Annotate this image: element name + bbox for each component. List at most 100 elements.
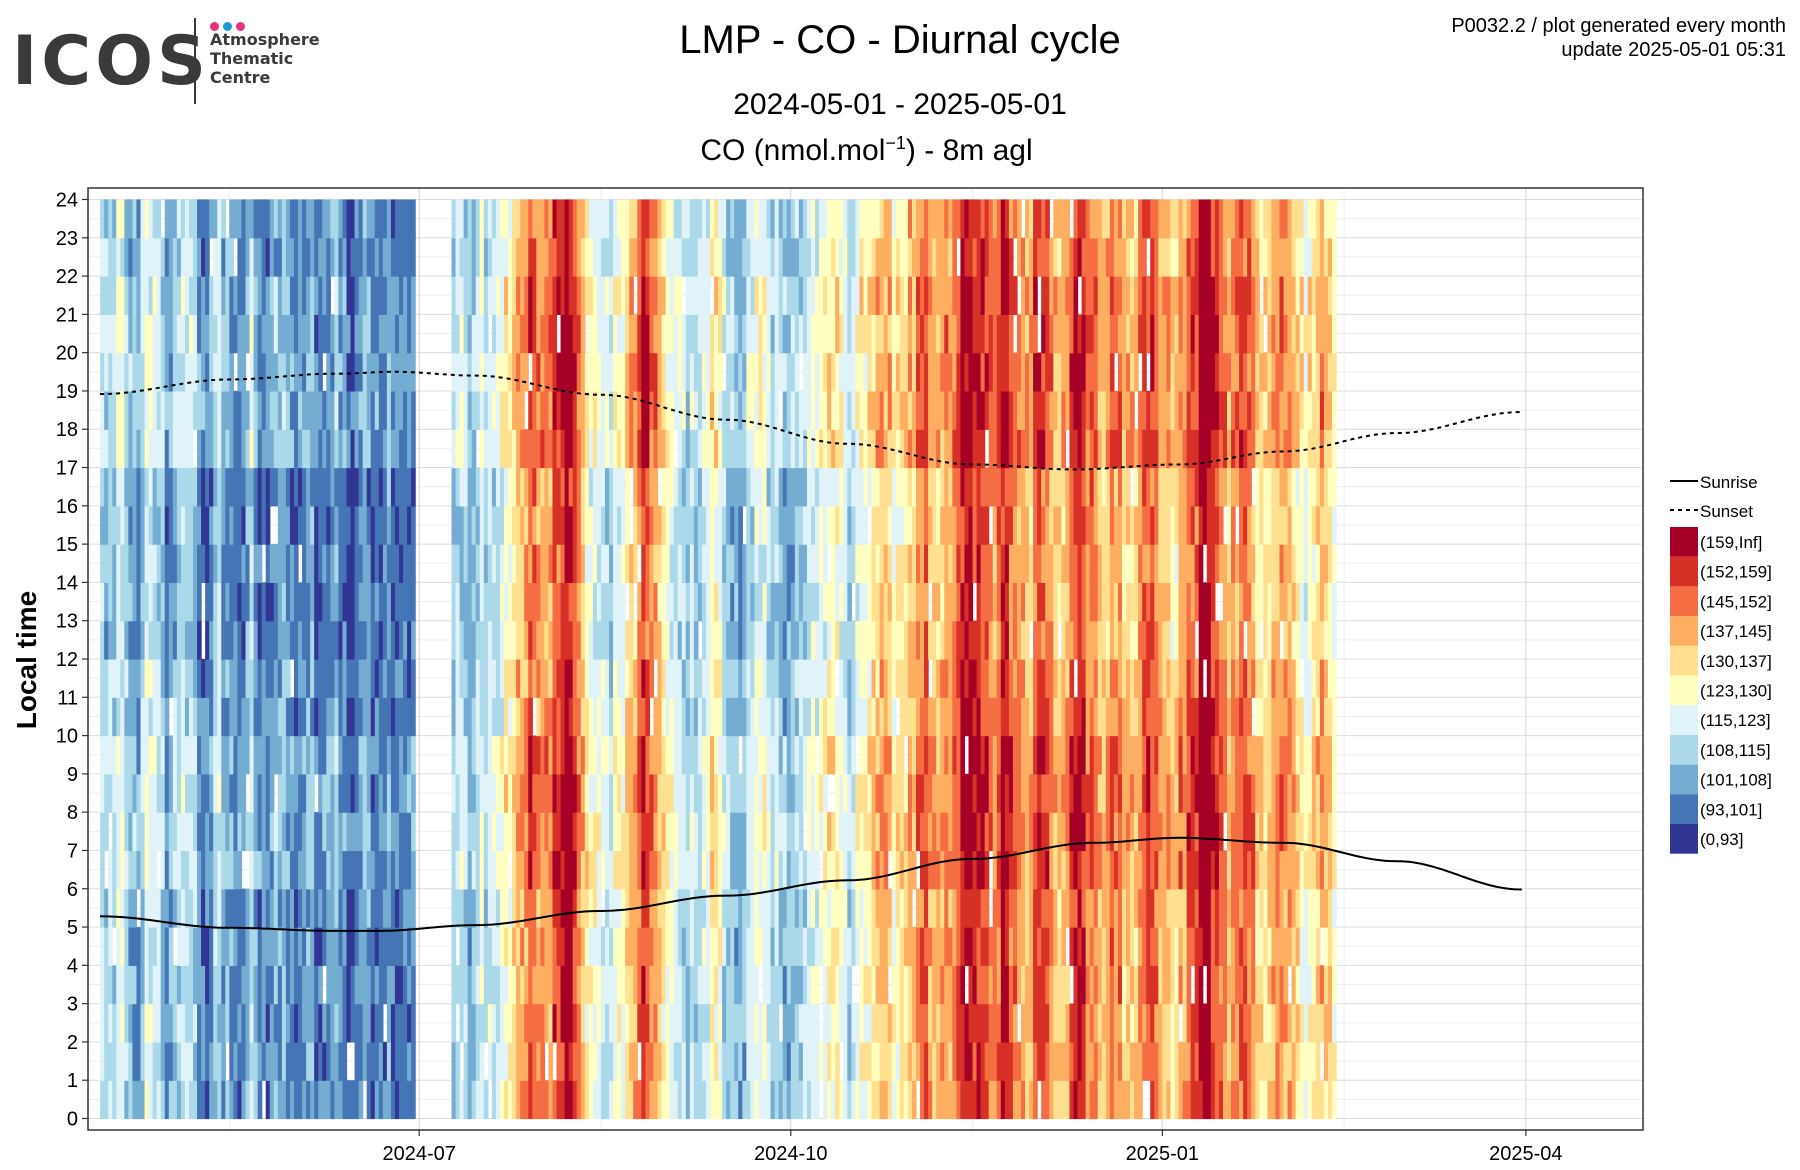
heatmap-cell: [746, 1080, 751, 1120]
heatmap-cell: [714, 467, 719, 507]
heatmap-cell: [298, 1041, 303, 1081]
heatmap-cell: [641, 697, 646, 737]
heatmap-cell: [827, 659, 832, 698]
heatmap-cell: [798, 927, 804, 966]
heatmap-cell: [855, 1080, 861, 1120]
heatmap-cell: [714, 352, 719, 392]
heatmap-cell: [564, 1041, 570, 1081]
heatmap-cell: [144, 467, 150, 507]
heatmap-cell: [641, 888, 646, 928]
heatmap-cell: [471, 237, 477, 277]
heatmap-cell: [132, 544, 138, 584]
heatmap-cell: [560, 1003, 566, 1043]
heatmap-cell: [508, 812, 513, 852]
heatmap-cell: [629, 390, 634, 430]
heatmap-cell: [653, 429, 659, 469]
heatmap-cell: [475, 850, 481, 890]
heatmap-cell: [770, 888, 776, 928]
heatmap-cell: [293, 467, 299, 507]
heatmap-cell: [245, 237, 251, 277]
heatmap-cell: [580, 620, 586, 660]
heatmap-cell: [451, 1003, 457, 1043]
heatmap-cell: [875, 276, 881, 315]
heatmap-cell: [782, 850, 788, 890]
heatmap-cell: [960, 812, 966, 852]
heatmap-cell: [891, 352, 897, 392]
heatmap-cell: [362, 850, 368, 890]
heatmap-cell: [758, 812, 764, 852]
heatmap-cell: [592, 314, 598, 354]
heatmap-cell: [617, 199, 622, 239]
heatmap-cell: [762, 505, 768, 545]
heatmap-cell: [621, 390, 626, 430]
heatmap-cell: [374, 1041, 380, 1081]
heatmap-cell: [289, 467, 295, 507]
heatmap-cell: [956, 314, 962, 354]
heatmap-cell: [168, 314, 174, 354]
heatmap-cell: [302, 659, 307, 698]
heatmap-cell: [863, 352, 869, 392]
heatmap-cell: [766, 1041, 772, 1081]
heatmap-cell: [786, 237, 792, 277]
heatmap-cell: [310, 620, 315, 660]
heatmap-cell: [197, 390, 202, 430]
heatmap-cell: [576, 735, 582, 775]
heatmap-cell: [293, 1080, 299, 1120]
heatmap-cell: [750, 927, 756, 966]
heatmap-cell: [693, 429, 699, 469]
heatmap-cell: [810, 850, 816, 890]
heatmap-cell: [366, 697, 372, 737]
heatmap-cell: [976, 276, 982, 315]
heatmap-cell: [330, 390, 335, 430]
heatmap-cell: [382, 773, 388, 813]
heatmap-cell: [362, 199, 368, 239]
heatmap-cell: [390, 773, 396, 813]
heatmap-cell: [544, 199, 550, 239]
heatmap-cell: [491, 314, 497, 354]
heatmap-cell: [508, 620, 513, 660]
heatmap-cell: [176, 927, 182, 966]
heatmap-cell: [693, 659, 699, 698]
heatmap-cell: [940, 429, 945, 469]
heatmap-cell: [221, 276, 226, 315]
heatmap-cell: [213, 812, 218, 852]
heatmap-cell: [673, 965, 679, 1005]
heatmap-cell: [863, 276, 869, 315]
heatmap-cell: [786, 927, 792, 966]
heatmap-cell: [100, 276, 105, 315]
heatmap-cell: [592, 199, 598, 239]
heatmap-cell: [592, 544, 598, 584]
heatmap-cell: [378, 390, 384, 430]
heatmap-cell: [600, 314, 606, 354]
heatmap-cell: [237, 429, 243, 469]
heatmap-cell: [265, 199, 271, 239]
heatmap-cell: [225, 352, 230, 392]
heatmap-cell: [806, 659, 812, 698]
heatmap-cell: [758, 850, 764, 890]
heatmap-cell: [734, 888, 739, 928]
heatmap-cell: [467, 620, 473, 660]
heatmap-cell: [637, 620, 642, 660]
heatmap-cell: [823, 582, 828, 622]
heatmap-cell: [859, 390, 865, 430]
heatmap-cell: [778, 812, 784, 852]
heatmap-cell: [168, 429, 174, 469]
heatmap-cell: [839, 850, 844, 890]
heatmap-cell: [718, 1003, 723, 1043]
heatmap-cell: [968, 735, 974, 775]
heatmap-cell: [851, 544, 856, 584]
heatmap-cell: [592, 1003, 598, 1043]
heatmap-cell: [213, 429, 218, 469]
heatmap-cell: [827, 429, 832, 469]
heatmap-cell: [306, 352, 311, 392]
heatmap-cell: [786, 314, 792, 354]
heatmap-cell: [532, 735, 537, 775]
heatmap-cell: [762, 582, 768, 622]
heatmap-cell: [394, 697, 400, 737]
heatmap-cell: [810, 276, 816, 315]
heatmap-cell: [867, 1041, 873, 1081]
heatmap-cell: [778, 582, 784, 622]
heatmap-cell: [576, 697, 582, 737]
heatmap-cell: [806, 276, 812, 315]
heatmap-cell: [104, 390, 109, 430]
